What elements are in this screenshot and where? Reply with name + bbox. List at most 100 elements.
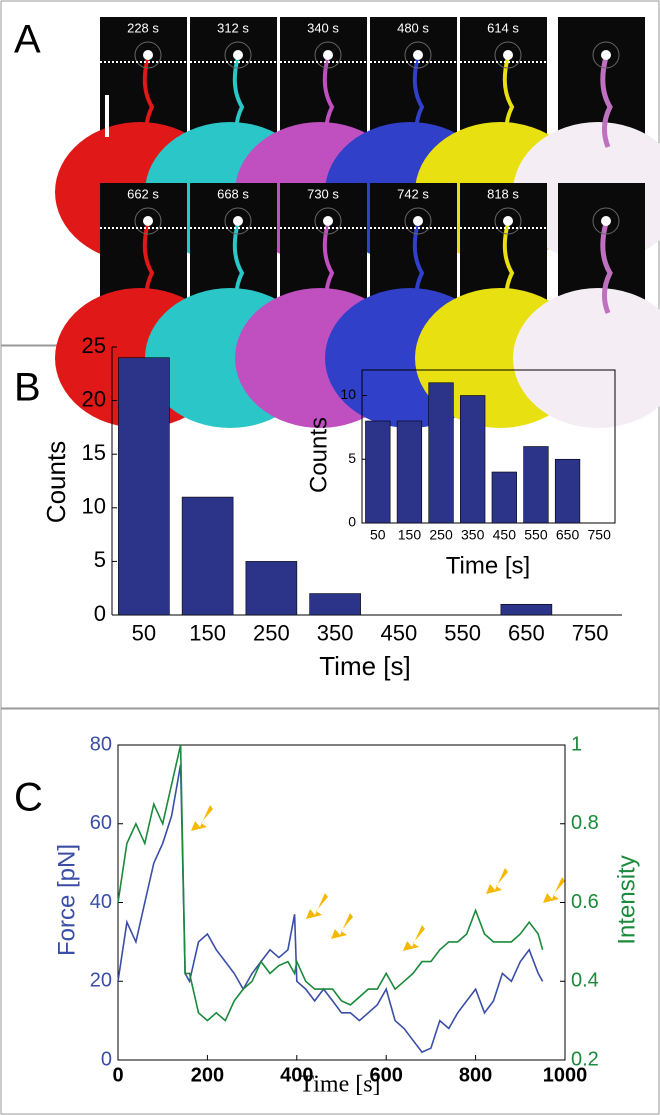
bead bbox=[143, 216, 153, 226]
bead bbox=[323, 216, 333, 226]
y2-tick-label: 1 bbox=[571, 733, 582, 755]
bead bbox=[503, 50, 513, 60]
arrows bbox=[191, 805, 565, 951]
bead-halo bbox=[404, 207, 432, 235]
bead-halo bbox=[494, 41, 522, 69]
y-axis-label: Counts bbox=[41, 441, 71, 523]
y-tick-label: 0 bbox=[348, 514, 356, 530]
bar bbox=[491, 471, 517, 524]
y2-tick-label: 0.4 bbox=[571, 970, 599, 992]
y-tick-label: 10 bbox=[340, 386, 356, 402]
bead-halo bbox=[134, 41, 162, 69]
y2-axis-label: Intensity bbox=[613, 855, 640, 944]
filament bbox=[322, 56, 335, 148]
y-tick-label: 60 bbox=[90, 812, 112, 834]
bead bbox=[503, 216, 513, 226]
arrow bbox=[486, 868, 508, 894]
x-tick-label: 50 bbox=[370, 526, 386, 542]
filament bbox=[142, 56, 155, 148]
x-tick-label: 200 bbox=[191, 1064, 224, 1086]
x-tick-label: 1000 bbox=[543, 1064, 588, 1086]
arrow bbox=[403, 925, 425, 951]
x-tick-label: 650 bbox=[508, 621, 545, 646]
arrow bbox=[543, 877, 565, 903]
x-tick-label: 450 bbox=[493, 526, 517, 542]
time-label: 340 s bbox=[307, 20, 339, 35]
x-tick-label: 750 bbox=[572, 621, 609, 646]
x-tick-label: 250 bbox=[253, 621, 290, 646]
x-tick-label: 50 bbox=[132, 621, 156, 646]
series-line bbox=[117, 744, 544, 1022]
x-axis-label: Time [s] bbox=[446, 552, 530, 579]
bar bbox=[428, 382, 454, 524]
bar bbox=[396, 420, 423, 524]
x-tick-label: 800 bbox=[459, 1064, 492, 1086]
y-tick-label: 80 bbox=[90, 733, 112, 755]
x-axis-label: Time [s] bbox=[319, 651, 410, 681]
bar bbox=[523, 446, 549, 524]
filament bbox=[322, 222, 335, 314]
panel-c-frame bbox=[0, 708, 660, 1115]
y-tick-label: 40 bbox=[90, 891, 112, 913]
time-label: 614 s bbox=[487, 20, 519, 35]
x-tick-label: 650 bbox=[556, 526, 580, 542]
arrow bbox=[191, 805, 213, 831]
bead-halo bbox=[404, 41, 432, 69]
bead bbox=[413, 216, 423, 226]
bead bbox=[323, 50, 333, 60]
y-tick-label: 5 bbox=[348, 450, 356, 466]
x-axis-label: Time [s] bbox=[299, 1072, 380, 1098]
panel-label: A bbox=[14, 18, 41, 62]
x-tick-label: 150 bbox=[398, 526, 422, 542]
y-axis-label: Force [pN] bbox=[53, 844, 80, 956]
bead-halo bbox=[134, 207, 162, 235]
panel-label: C bbox=[14, 776, 43, 820]
y-tick-label: 25 bbox=[82, 333, 106, 358]
x-tick-label: 600 bbox=[370, 1064, 403, 1086]
plot-frame bbox=[361, 369, 616, 524]
time-label: 662 s bbox=[127, 186, 159, 201]
bead-halo bbox=[592, 41, 620, 69]
filament bbox=[412, 56, 425, 148]
time-label: 818 s bbox=[487, 186, 519, 201]
bar bbox=[118, 357, 170, 616]
bar bbox=[181, 496, 234, 616]
filament bbox=[142, 222, 155, 314]
x-tick-label: 0 bbox=[112, 1064, 123, 1086]
x-tick-label: 750 bbox=[588, 526, 612, 542]
filament bbox=[232, 56, 245, 148]
bar bbox=[245, 561, 298, 616]
y-tick-label: 5 bbox=[94, 547, 106, 572]
bar bbox=[365, 420, 391, 524]
filament bbox=[600, 222, 613, 314]
panel-label: B bbox=[14, 366, 41, 410]
y-tick-label: 15 bbox=[82, 440, 106, 465]
bead bbox=[233, 216, 243, 226]
filament bbox=[412, 222, 425, 314]
bead-halo bbox=[314, 207, 342, 235]
bead bbox=[233, 50, 243, 60]
y2-tick-label: 0.6 bbox=[571, 891, 599, 913]
cell bbox=[513, 288, 660, 428]
x-tick-label: 350 bbox=[461, 526, 485, 542]
y-tick-label: 0 bbox=[101, 1048, 112, 1070]
y-tick-label: 20 bbox=[90, 970, 112, 992]
filament bbox=[600, 56, 613, 148]
filament bbox=[232, 222, 245, 314]
time-label: 742 s bbox=[397, 186, 429, 201]
arrow bbox=[306, 893, 328, 919]
y-tick-label: 0 bbox=[94, 601, 106, 626]
bead-halo bbox=[224, 41, 252, 69]
y-axis-label: Counts bbox=[305, 417, 332, 493]
bead-halo bbox=[314, 41, 342, 69]
bar bbox=[500, 603, 553, 616]
bead-halo bbox=[494, 207, 522, 235]
time-label: 228 s bbox=[127, 20, 159, 35]
x-tick-label: 450 bbox=[381, 621, 418, 646]
bar bbox=[554, 458, 581, 524]
x-tick-label: 150 bbox=[189, 621, 226, 646]
x-tick-label: 550 bbox=[444, 621, 481, 646]
bead bbox=[413, 50, 423, 60]
y2-tick-label: 0.2 bbox=[571, 1048, 599, 1070]
